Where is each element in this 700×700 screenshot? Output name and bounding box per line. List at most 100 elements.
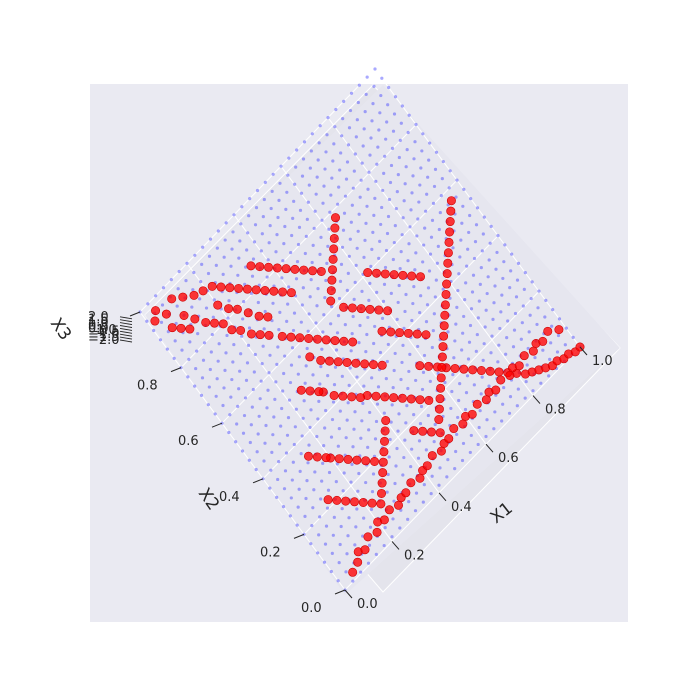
z-tick-mark xyxy=(119,325,133,328)
surface-point xyxy=(247,214,251,218)
surface-point xyxy=(460,221,464,225)
surface-point xyxy=(419,404,424,409)
data-point xyxy=(327,265,337,275)
surface-point xyxy=(472,383,476,387)
y-ticks: 0.0 0.2 0.4 0.6 0.8 1.0 xyxy=(96,311,346,616)
surface-point xyxy=(357,83,361,87)
surface-point xyxy=(325,506,330,510)
grid-line-x xyxy=(186,263,393,542)
surface-point xyxy=(263,309,267,314)
surface-point xyxy=(351,445,355,449)
surface-point xyxy=(174,321,178,326)
data-point xyxy=(468,365,478,375)
surface-point xyxy=(349,480,353,484)
surface-point xyxy=(551,308,555,312)
surface-point xyxy=(259,249,263,253)
data-point xyxy=(436,383,446,393)
surface-point xyxy=(222,255,226,259)
surface-point xyxy=(461,441,466,446)
surface-point xyxy=(353,543,357,547)
data-point xyxy=(190,314,200,324)
surface-point xyxy=(454,322,458,326)
surface-point xyxy=(424,320,429,324)
surface-point xyxy=(498,326,502,331)
z-axis-label: X3 xyxy=(46,314,75,344)
surface-point xyxy=(485,418,489,422)
surface-point xyxy=(450,389,454,394)
surface-point xyxy=(506,319,510,323)
surface-point xyxy=(190,305,194,309)
surface-point xyxy=(541,348,545,352)
surface-point xyxy=(456,415,460,420)
surface-point xyxy=(405,404,409,408)
surface-point xyxy=(431,329,435,333)
surface-point xyxy=(537,289,541,293)
surface-point xyxy=(402,199,406,203)
surface-point xyxy=(193,253,197,257)
surface-point xyxy=(269,468,273,472)
surface-point xyxy=(284,207,288,212)
grid-line-x xyxy=(374,68,581,348)
data-point xyxy=(234,283,244,293)
surface-point xyxy=(525,363,529,367)
surface-point xyxy=(335,331,340,335)
surface-point xyxy=(304,234,308,239)
surface-point xyxy=(256,432,260,436)
surface-point xyxy=(289,496,293,500)
surface-point xyxy=(389,420,393,424)
surface-point xyxy=(367,170,371,174)
surface-point xyxy=(303,381,307,385)
data-point xyxy=(379,447,389,457)
surface-point xyxy=(372,213,376,217)
data-point xyxy=(443,258,453,268)
surface-point xyxy=(275,495,279,499)
data-point xyxy=(398,270,408,280)
surface-point xyxy=(393,351,397,356)
surface-point xyxy=(353,410,357,414)
surface-point xyxy=(395,317,399,321)
surface-point xyxy=(297,487,301,491)
surface-point xyxy=(488,241,492,245)
data-point xyxy=(442,269,452,279)
surface-point xyxy=(457,272,461,276)
surface-point xyxy=(421,370,426,375)
surface-point xyxy=(430,345,434,350)
surface-point xyxy=(344,177,349,181)
surface-point xyxy=(441,159,445,164)
surface-point xyxy=(467,230,471,235)
surface-point xyxy=(222,386,226,390)
surface-point xyxy=(468,323,473,328)
data-point xyxy=(378,457,388,467)
surface-point xyxy=(428,252,433,256)
data-point xyxy=(435,394,445,404)
data-point xyxy=(543,326,553,336)
surface-point xyxy=(380,316,385,320)
surface-point xyxy=(387,197,392,202)
surface-point xyxy=(299,452,303,456)
surface-point xyxy=(535,322,539,327)
surface-point xyxy=(420,387,425,392)
surface-point xyxy=(177,269,181,274)
surface-point xyxy=(270,450,274,455)
surface-point xyxy=(345,552,349,556)
data-point xyxy=(251,285,261,295)
surface-point xyxy=(254,467,258,472)
data-point xyxy=(380,392,390,402)
surface-point xyxy=(403,438,407,442)
data-point xyxy=(439,321,449,331)
data-point xyxy=(355,393,365,403)
data-point xyxy=(330,213,340,223)
surface-point xyxy=(515,278,520,282)
surface-point xyxy=(500,293,504,297)
surface-point xyxy=(412,157,416,161)
surface-point xyxy=(180,348,184,352)
surface-point xyxy=(492,427,496,431)
surface-point xyxy=(223,368,227,372)
surface-point xyxy=(508,286,512,290)
surface-point xyxy=(460,458,465,463)
surface-point xyxy=(388,437,392,442)
grid-line-x xyxy=(139,311,346,591)
surface-point xyxy=(432,184,437,189)
surface-point xyxy=(198,297,202,301)
surface-point xyxy=(407,113,411,117)
